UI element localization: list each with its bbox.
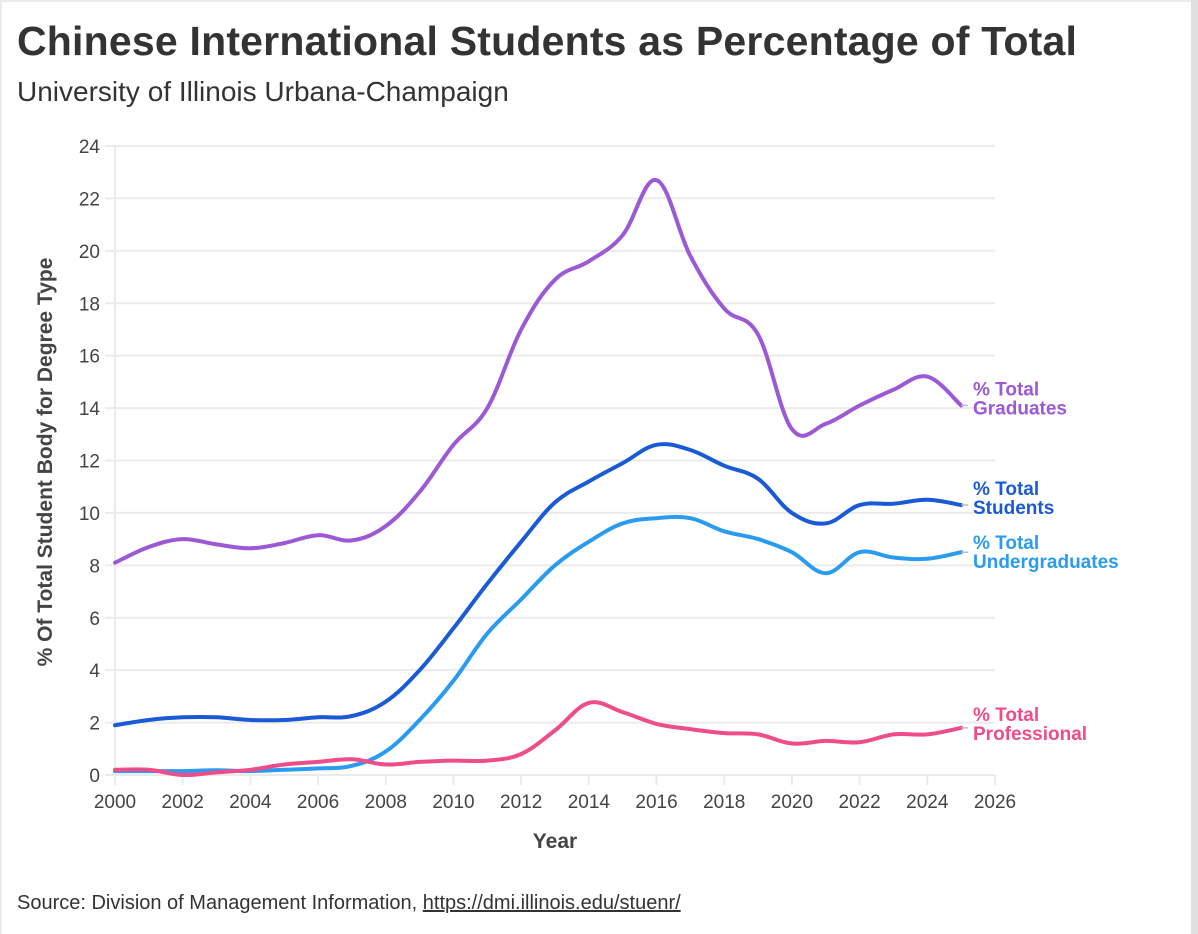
series-line-graduates — [113, 178, 964, 565]
series-label-line1: % Total — [973, 705, 1039, 726]
source-link[interactable]: https://dmi.illinois.edu/stuenr/ — [422, 892, 681, 914]
x-tick-label: 2022 — [838, 792, 880, 813]
series-layer — [113, 178, 964, 778]
x-tick-label: 2012 — [500, 792, 542, 813]
x-tick-label: 2004 — [229, 792, 272, 813]
y-tick-label: 6 — [89, 609, 100, 630]
frame-top-border — [0, 0, 1198, 2]
y-tick-label: 4 — [89, 661, 100, 682]
y-tick-label: 12 — [79, 452, 100, 473]
x-tick-label: 2026 — [974, 792, 1016, 813]
x-tick-label: 2008 — [365, 792, 407, 813]
x-tick-label: 2006 — [297, 792, 339, 813]
y-tick-label: 24 — [79, 137, 101, 158]
y-tick-label: 18 — [79, 294, 100, 315]
x-axis-title: Year — [533, 830, 577, 853]
source-text: Source: Division of Management Informati… — [17, 892, 423, 914]
scrollbar-track[interactable] — [1191, 0, 1198, 934]
y-tick-label: 14 — [79, 399, 101, 420]
y-tick-label: 22 — [79, 189, 100, 210]
y-tick-label: 8 — [89, 556, 100, 577]
x-tick-label: 2024 — [906, 792, 949, 813]
series-label-line2: Students — [973, 498, 1054, 519]
x-tick-label: 2014 — [568, 792, 611, 813]
series-label-line1: % Total — [973, 533, 1039, 554]
x-tick-label: 2018 — [703, 792, 745, 813]
y-axis-title: % Of Total Student Body for Degree Type — [34, 258, 57, 667]
y-tick-label: 10 — [79, 504, 100, 525]
y-tick-label: 20 — [79, 242, 100, 263]
x-tick-label: 2002 — [162, 792, 204, 813]
x-tick-label: 2016 — [635, 792, 677, 813]
y-tick-label: 2 — [89, 714, 100, 735]
chart-subtitle: University of Illinois Urbana-Champaign — [17, 76, 509, 107]
y-tick-label: 16 — [79, 347, 100, 368]
grid-layer — [105, 145, 996, 785]
series-label-line1: % Total — [973, 379, 1039, 400]
x-tick-label: 2020 — [771, 792, 813, 813]
x-tick-label: 2000 — [94, 792, 136, 813]
frame-left-border — [0, 0, 2, 934]
series-line-undergraduates — [113, 514, 964, 774]
series-label-line2: Graduates — [973, 398, 1067, 419]
y-tick-label: 0 — [89, 766, 100, 787]
source-note: Source: Division of Management Informati… — [17, 892, 681, 915]
chart-title: Chinese International Students as Percen… — [17, 18, 1078, 64]
x-tick-label: 2010 — [432, 792, 474, 813]
series-label-line1: % Total — [973, 479, 1039, 500]
series-label-line2: Undergraduates — [973, 552, 1119, 573]
series-label-line2: Professional — [973, 724, 1087, 745]
series-line-students — [113, 442, 964, 728]
series-line-professional — [113, 700, 964, 778]
